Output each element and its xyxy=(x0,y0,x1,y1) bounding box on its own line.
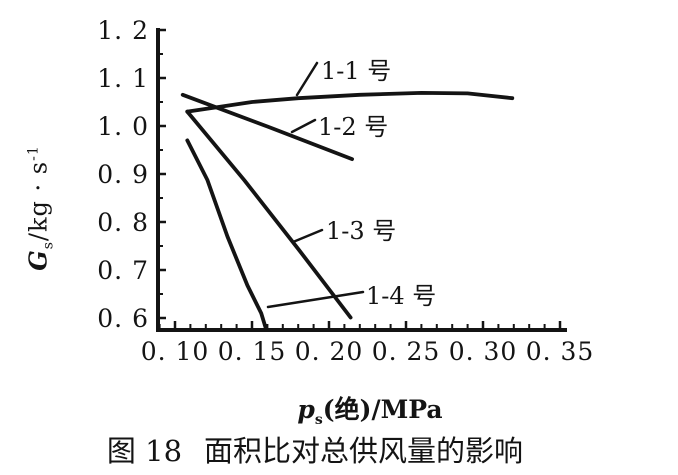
x-tick-label: 0. 30 xyxy=(449,337,518,366)
series-leader-2 xyxy=(290,118,317,134)
x-axis-label: ps(绝)/MPa xyxy=(297,390,442,428)
y-axis-symbol-subscript: s xyxy=(40,241,57,250)
y-axis-unit: /kg · s xyxy=(24,160,53,242)
figure-title: 面积比对总供风量的影响 xyxy=(204,434,524,468)
y-tick-label: 1. 1 xyxy=(97,64,149,93)
series-label-1: 1-1 号 xyxy=(321,57,391,85)
y-tick-label: 1. 2 xyxy=(97,16,149,45)
x-tick-label: 0. 20 xyxy=(295,337,364,366)
y-axis-unit-exponent: -1 xyxy=(25,145,42,161)
x-axis-unit: (绝)/MPa xyxy=(322,395,443,424)
y-tick-label: 0. 6 xyxy=(97,304,149,333)
x-tick-label: 0. 15 xyxy=(218,337,287,366)
series-line-3 xyxy=(185,109,353,320)
x-tick-label: 0. 25 xyxy=(372,337,441,366)
x-tick-label: 0. 10 xyxy=(141,337,210,366)
y-axis-symbol: G xyxy=(23,249,53,271)
series-label-4: 1-4 号 xyxy=(366,282,436,310)
series-line-1 xyxy=(185,91,515,114)
series-line-2 xyxy=(180,92,355,162)
series-leader-4 xyxy=(266,290,365,309)
series-label-3: 1-3 号 xyxy=(326,217,396,245)
series-label-2: 1-2 号 xyxy=(318,113,388,141)
y-tick-label: 0. 8 xyxy=(97,208,149,237)
y-tick-label: 0. 7 xyxy=(97,256,149,285)
y-tick-label: 0. 9 xyxy=(97,160,149,189)
figure-caption: 图 18 面积比对总供风量的影响 xyxy=(107,428,523,470)
y-tick-label: 1. 0 xyxy=(97,112,149,141)
chart-canvas: 1. 2 1. 1 1. 0 0. 9 0. 8 0. 7 0. 6 0. 10 0. 15 0.… xyxy=(97,16,595,366)
series-leader-1 xyxy=(295,61,319,97)
figure-number: 图 18 xyxy=(106,434,183,468)
x-tick-label: 0. 35 xyxy=(526,337,595,366)
x-axis-symbol-subscript: s xyxy=(314,412,323,428)
series-line-4 xyxy=(185,138,268,331)
y-axis-label: Gs/kg · s-1 xyxy=(24,145,57,271)
x-axis-symbol: p xyxy=(297,395,315,424)
series-leader-3 xyxy=(291,228,324,244)
